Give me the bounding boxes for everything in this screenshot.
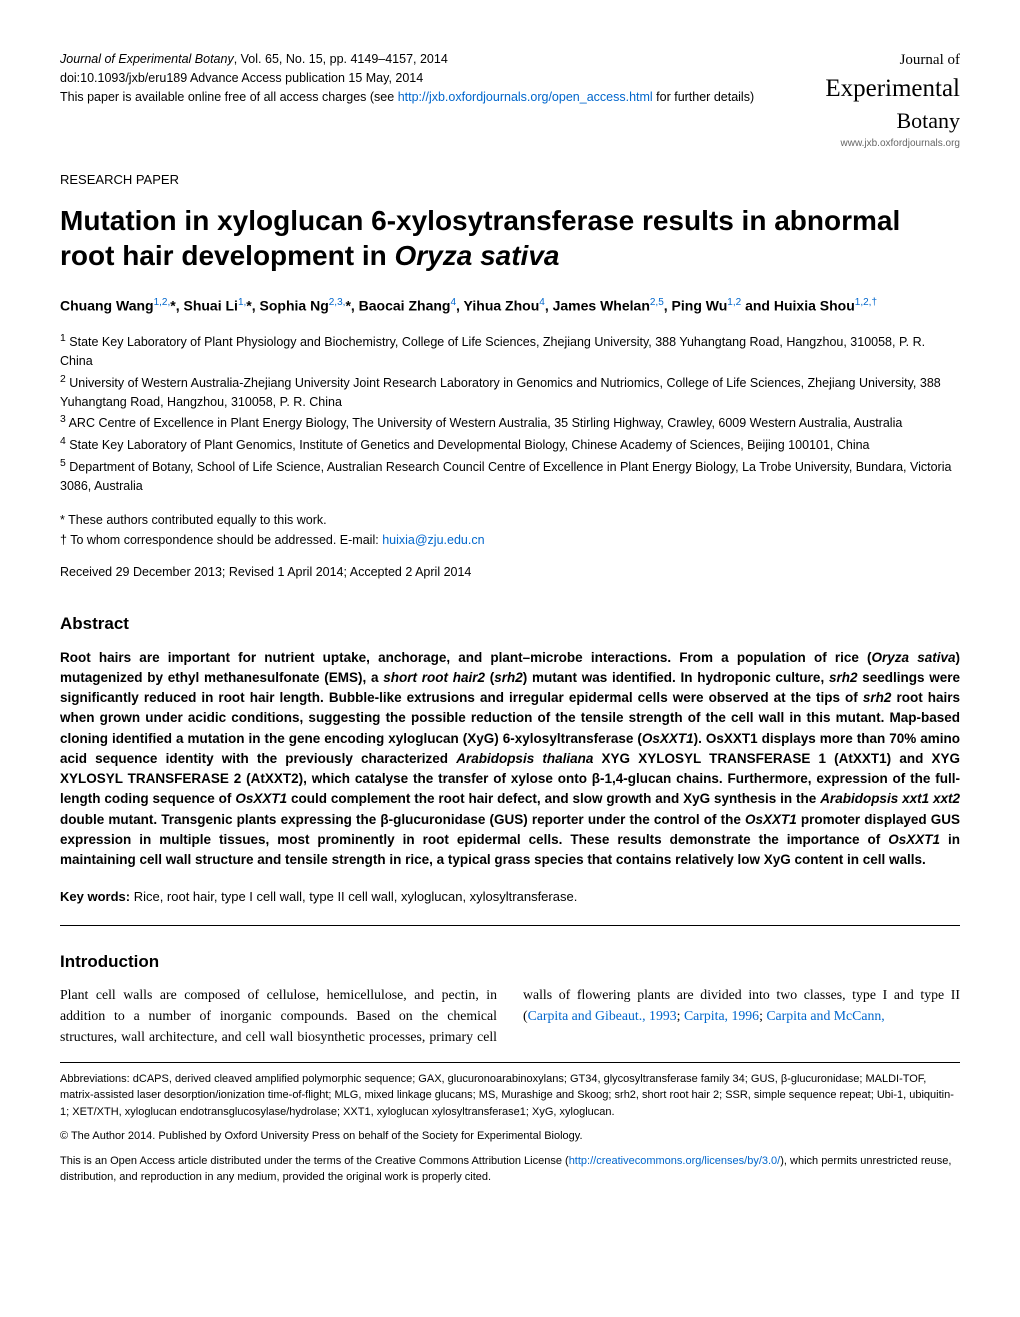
oa-suffix: for further details) xyxy=(653,90,754,104)
abbreviations-text: Abbreviations: dCAPS, derived cleaved am… xyxy=(60,1071,960,1121)
abstract-heading: Abstract xyxy=(60,612,960,636)
license-prefix: This is an Open Access article distribut… xyxy=(60,1155,569,1167)
logo-url: www.jxb.oxfordjournals.org xyxy=(800,137,960,151)
correspondence-note: † To whom correspondence should be addre… xyxy=(60,530,960,550)
citation-link[interactable]: Carpita and Gibeaut., 1993 xyxy=(528,1008,677,1023)
introduction-heading: Introduction xyxy=(60,950,960,974)
open-access-line: This paper is available online free of a… xyxy=(60,88,754,107)
keywords-label: Key words: xyxy=(60,889,130,904)
affiliation-list: 1 State Key Laboratory of Plant Physiolo… xyxy=(60,331,960,497)
footer-rule xyxy=(60,1062,960,1063)
citation-link[interactable]: Carpita and McCann, xyxy=(766,1008,884,1023)
oa-prefix: This paper is available online free of a… xyxy=(60,90,398,104)
copyright-text: © The Author 2014. Published by Oxford U… xyxy=(60,1128,960,1145)
article-type-label: RESEARCH PAPER xyxy=(60,171,960,189)
section-divider xyxy=(60,925,960,926)
article-history: Received 29 December 2013; Revised 1 Apr… xyxy=(60,564,960,582)
citation-link[interactable]: Carpita, 1996 xyxy=(684,1008,759,1023)
license-text: This is an Open Access article distribut… xyxy=(60,1153,960,1186)
title-species: Oryza sativa xyxy=(394,240,559,271)
page-header: Journal of Experimental Botany, Vol. 65,… xyxy=(60,50,960,151)
logo-line1: Journal of xyxy=(900,52,960,68)
logo-line2: Experimental xyxy=(825,75,960,102)
journal-citation-block: Journal of Experimental Botany, Vol. 65,… xyxy=(60,50,754,106)
corr-prefix: † To whom correspondence should be addre… xyxy=(60,533,382,547)
citation-details: , Vol. 65, No. 15, pp. 4149–4157, 2014 xyxy=(234,52,448,66)
author-list: Chuang Wang1,2,*, Shuai Li1,*, Sophia Ng… xyxy=(60,295,960,317)
corr-email-link[interactable]: huixia@zju.edu.cn xyxy=(382,533,484,547)
journal-citation-line: Journal of Experimental Botany, Vol. 65,… xyxy=(60,50,754,69)
abstract-text: Root hairs are important for nutrient up… xyxy=(60,648,960,871)
journal-logo: Journal of Experimental Botany www.jxb.o… xyxy=(800,50,960,151)
article-title: Mutation in xyloglucan 6-xylosytransfera… xyxy=(60,203,960,273)
introduction-body: Plant cell walls are composed of cellulo… xyxy=(60,985,960,1047)
oa-link[interactable]: http://jxb.oxfordjournals.org/open_acces… xyxy=(398,90,653,104)
license-link[interactable]: http://creativecommons.org/licenses/by/3… xyxy=(569,1155,781,1167)
page-footer: Abbreviations: dCAPS, derived cleaved am… xyxy=(60,1062,960,1186)
keywords-line: Key words: Rice, root hair, type I cell … xyxy=(60,888,960,906)
logo-line3: Botany xyxy=(896,108,960,133)
author-notes: * These authors contributed equally to t… xyxy=(60,510,960,550)
doi-line: doi:10.1093/jxb/eru189 Advance Access pu… xyxy=(60,69,754,88)
equal-contribution-note: * These authors contributed equally to t… xyxy=(60,510,960,530)
journal-name: Journal of Experimental Botany xyxy=(60,52,234,66)
keywords-text: Rice, root hair, type I cell wall, type … xyxy=(130,889,577,904)
citation-sep: ; xyxy=(677,1008,684,1023)
